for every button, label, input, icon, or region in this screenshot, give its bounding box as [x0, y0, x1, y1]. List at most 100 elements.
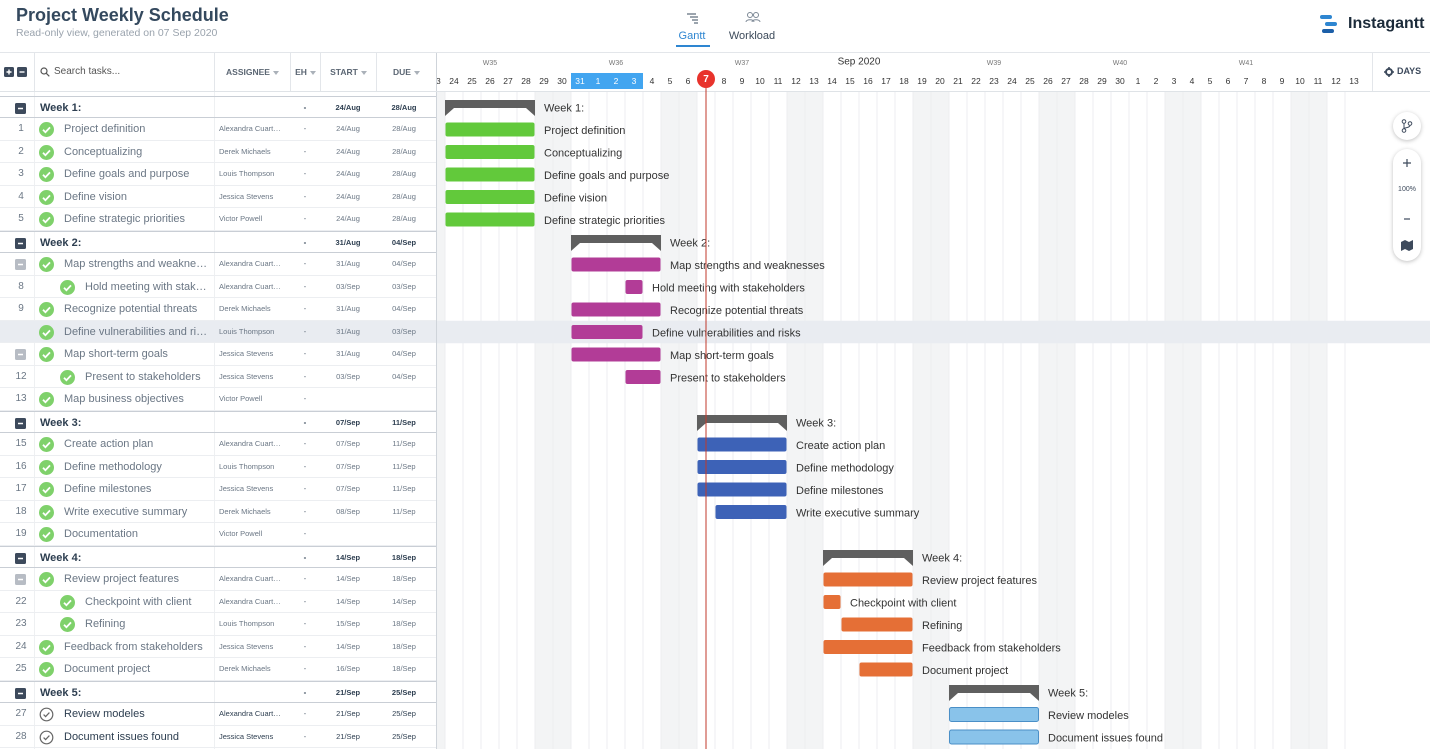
due-date: 11/Sep — [392, 417, 416, 427]
estimated-hours: - — [303, 574, 307, 584]
row-number: 25 — [15, 663, 27, 675]
estimated-hours: - — [303, 417, 307, 427]
task-bar — [445, 122, 535, 137]
group-row: Week 4: - 14/Sep 18/Sep — [0, 545, 436, 569]
day-label: 30 — [557, 76, 567, 86]
task-row: 19 Documentation Victor Powell - — [0, 523, 436, 546]
task-name: Documentation — [64, 528, 138, 541]
estimated-hours: - — [303, 484, 307, 494]
task-row[interactable]: Define vulnerabilities and risks Louis Th… — [0, 320, 436, 344]
collapse-icon[interactable] — [15, 417, 26, 429]
subtitle: Read-only view, generated on 07 Sep 2020 — [16, 27, 218, 39]
task-name: Week 2: — [40, 236, 82, 249]
bar-label: Refining — [922, 620, 962, 632]
task-name: Create action plan — [64, 438, 154, 451]
bar-label: Map strengths and weaknesses — [670, 260, 825, 272]
task-name: Define goals and purpose — [64, 168, 190, 181]
due-date: 18/Sep — [392, 641, 416, 651]
done-icon — [38, 347, 54, 362]
zoom-in[interactable] — [1402, 158, 1412, 168]
collapse-icon[interactable] — [15, 237, 26, 249]
scale-button[interactable]: DAYS — [1372, 53, 1430, 91]
task-row: 3 Define goals and purpose Louis Thompson -… — [0, 163, 436, 186]
start-date: 03/Sep — [336, 371, 360, 381]
start-date: 14/Sep — [335, 552, 361, 562]
row-number: 17 — [15, 483, 27, 495]
task-bar — [697, 437, 787, 452]
day-highlight — [625, 73, 643, 89]
tab-gantt[interactable]: Gantt — [678, 30, 706, 42]
row-number: 12 — [15, 370, 27, 382]
day-label: 29 — [539, 76, 549, 86]
day-label: 17 — [881, 76, 891, 86]
column-header[interactable]: ASSIGNEE — [214, 53, 290, 91]
weekend-shade — [1039, 92, 1057, 749]
task-name: Define methodology — [64, 460, 162, 473]
due-date: 25/Sep — [392, 731, 416, 741]
weekend-shade — [1291, 92, 1309, 749]
collapse-icon[interactable] — [15, 349, 26, 361]
gear-icon — [1384, 67, 1394, 77]
day-label: 28 — [1079, 76, 1089, 86]
dependencies-button[interactable] — [1393, 112, 1421, 140]
day-label: 13 — [809, 76, 819, 86]
column-header[interactable]: START — [320, 53, 376, 91]
done-icon — [38, 324, 54, 340]
estimated-hours: - — [303, 439, 307, 449]
search-input[interactable]: Search tasks... — [54, 66, 121, 77]
bar-label: Feedback from stakeholders — [922, 642, 1061, 654]
weekend-shade — [661, 92, 679, 749]
start-date: 24/Aug — [336, 191, 360, 201]
due-date: 04/Sep — [392, 371, 416, 381]
due-date: 28/Aug — [392, 169, 416, 179]
assignee: Alexandra Cuart… — [219, 124, 281, 134]
expand-collapse[interactable] — [4, 66, 30, 78]
day-label: 11 — [1314, 76, 1323, 86]
assignee: Jessica Stevens — [219, 641, 274, 651]
group-row: Week 5: - 21/Sep 25/Sep — [0, 680, 436, 704]
map-icon[interactable] — [1401, 240, 1413, 251]
start-date: 31/Aug — [336, 349, 360, 359]
estimated-hours: - — [303, 191, 307, 201]
due-date: 25/Sep — [392, 709, 416, 719]
task-row: 5 Define strategic priorities Victor Powel… — [0, 208, 436, 231]
assignee: Alexandra Cuart… — [219, 709, 281, 719]
bar-label: Define vision — [544, 192, 607, 204]
collapse-icon[interactable] — [15, 574, 26, 586]
weekend-shade — [787, 92, 805, 749]
start-date: 07/Sep — [336, 484, 360, 494]
done-icon — [38, 639, 54, 655]
weekend-shade — [1165, 92, 1183, 749]
row-number: 27 — [15, 708, 27, 720]
start-date: 31/Aug — [336, 304, 360, 314]
estimated-hours: - — [303, 146, 307, 156]
today-label: 7 — [703, 74, 709, 85]
separator — [34, 92, 35, 749]
assignee: Jessica Stevens — [219, 731, 274, 741]
estimated-hours: - — [303, 506, 307, 516]
column-header[interactable]: DUE — [376, 53, 436, 91]
collapse-icon[interactable] — [15, 259, 26, 271]
collapse-icon[interactable] — [15, 102, 26, 114]
day-label: 1 — [596, 76, 601, 86]
column-header[interactable]: EH — [290, 53, 320, 91]
collapse-icon[interactable] — [15, 552, 26, 564]
task-bar — [571, 257, 661, 272]
bar-label: Week 2: — [670, 237, 710, 249]
tab-workload[interactable]: Workload — [728, 30, 776, 42]
done-icon — [38, 189, 54, 205]
task-bar — [445, 167, 535, 182]
assignee: Victor Powell — [219, 214, 263, 224]
due-date: 28/Aug — [391, 102, 417, 112]
group-row: Week 3: - 07/Sep 11/Sep — [0, 410, 436, 434]
estimated-hours: - — [303, 326, 307, 336]
day-label: 27 — [503, 76, 513, 86]
collapse-icon[interactable] — [15, 687, 26, 699]
bar-label: Conceptualizing — [544, 147, 622, 159]
due-date: 28/Aug — [392, 146, 416, 156]
task-name: Map strengths and weaknesses — [64, 258, 212, 271]
task-name: Week 1: — [40, 101, 82, 114]
bar-label: Week 5: — [1048, 687, 1088, 699]
zoom-out[interactable] — [1402, 214, 1412, 224]
